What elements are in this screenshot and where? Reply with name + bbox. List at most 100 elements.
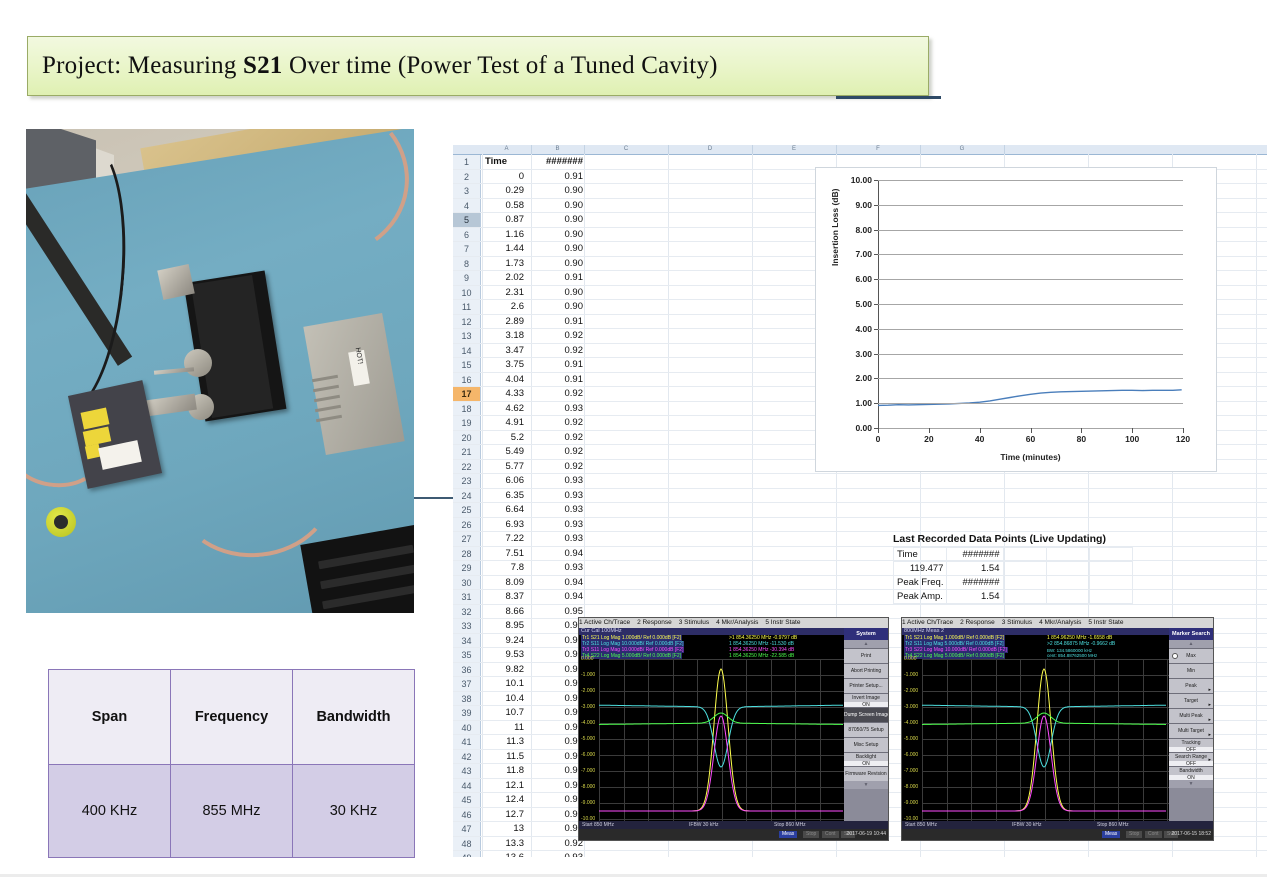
vna-left-softkey-up-arrow[interactable]: ▲ <box>844 640 888 648</box>
cell-B37[interactable]: 0.95 <box>564 678 584 689</box>
column-header-e[interactable]: E <box>752 145 837 154</box>
cell-A3[interactable]: 0.29 <box>505 185 525 196</box>
cell-B15[interactable]: 0.91 <box>564 359 584 370</box>
vna-softkey-backlight[interactable]: Backlight ON <box>844 752 888 766</box>
cell-A41[interactable]: 11.3 <box>506 736 524 747</box>
vna-softkey-firmware-revision[interactable]: Firmware Revision <box>844 766 888 781</box>
cell-B33[interactable]: 0.95 <box>564 620 584 631</box>
cell-B38[interactable]: 0.94 <box>564 692 584 704</box>
vna-menu-item-0[interactable]: 1 Active Ch/Trace <box>902 619 954 626</box>
column-header-g[interactable]: G <box>920 145 1005 154</box>
column-header-c[interactable]: C <box>584 145 669 154</box>
cell-B16[interactable]: 0.91 <box>564 373 584 385</box>
cell-B29[interactable]: 0.93 <box>564 562 584 573</box>
vna-menu-item-0[interactable]: 1 Active Ch/Trace <box>579 619 631 626</box>
cell-B6[interactable]: 0.90 <box>564 228 584 240</box>
cell-A33[interactable]: 8.95 <box>505 620 525 631</box>
cell-A21[interactable]: 5.49 <box>505 446 525 457</box>
vna-softkey-search-range[interactable]: Search Range OFF ▸ <box>1169 752 1213 766</box>
vna-softkey-dump-screen-image[interactable]: Dump Screen Image... <box>844 707 888 722</box>
cell-A25[interactable]: 6.64 <box>505 504 525 515</box>
cell-A45[interactable]: 12.4 <box>505 794 525 805</box>
cell-B48[interactable]: 0.92 <box>564 837 584 849</box>
cell-B49[interactable]: 0.93 <box>531 851 587 857</box>
cell-B9[interactable]: 0.91 <box>564 272 584 283</box>
vna-softkey-invert-image[interactable]: Invert Image ON <box>844 693 888 707</box>
vna-right-softkey-down-arrow[interactable]: ▼ <box>1169 780 1213 788</box>
cell-A1[interactable]: Time <box>485 156 508 167</box>
cell-A14[interactable]: 3.47 <box>505 344 525 356</box>
cell-A11[interactable]: 2.6 <box>510 301 524 312</box>
cell-A18[interactable]: 4.62 <box>505 402 525 414</box>
cell-A17[interactable]: 4.33 <box>505 388 525 399</box>
vna-screenshot-right[interactable]: 1 Active Ch/Trace 2 Response 3 Stimulus 4 M… <box>901 617 1214 841</box>
cell-B24[interactable]: 0.93 <box>564 489 584 501</box>
cell-B2[interactable]: 0.91 <box>564 170 584 182</box>
vna-softkey-target[interactable]: Target ▸ <box>1169 693 1213 708</box>
cell-B45[interactable]: 0.94 <box>564 794 584 805</box>
vna-softkey-tracking[interactable]: Tracking OFF <box>1169 738 1213 752</box>
vna-screenshot-left[interactable]: 1 Active Ch/Trace 2 Response 3 Stimulus 4 M… <box>578 617 889 841</box>
cell-A40[interactable]: 11 <box>514 721 524 733</box>
cell-B43[interactable]: 0.94 <box>564 765 584 776</box>
cell-B11[interactable]: 0.90 <box>564 301 584 312</box>
cell-A37[interactable]: 10.1 <box>505 678 525 689</box>
vna-right-menubar[interactable]: 1 Active Ch/Trace 2 Response 3 Stimulus 4 M… <box>902 618 1213 628</box>
cell-B13[interactable]: 0.92 <box>564 330 584 341</box>
cell-B12[interactable]: 0.91 <box>564 315 584 327</box>
cell-B20[interactable]: 0.92 <box>564 431 584 443</box>
cell-A48[interactable]: 13.3 <box>505 837 525 849</box>
vna-softkey-printer-setup[interactable]: Printer Setup... <box>844 678 888 693</box>
cell-B34[interactable]: 0.93 <box>564 634 584 646</box>
cell-B36[interactable]: 0.94 <box>564 663 584 675</box>
cell-A47[interactable]: 13 <box>513 823 524 834</box>
vna-menu-item-1[interactable]: 2 Response <box>637 619 672 626</box>
cell-A31[interactable]: 8.37 <box>505 591 525 602</box>
cell-A26[interactable]: 6.93 <box>505 518 525 530</box>
vna-right-meas-indicator[interactable]: Meas <box>1102 831 1121 838</box>
cell-A46[interactable]: 12.7 <box>505 808 525 820</box>
insertion-loss-chart[interactable]: Insertion Loss (dB) Time (minutes) 0.00 1… <box>815 167 1217 472</box>
cell-A42[interactable]: 11.5 <box>506 750 524 762</box>
cell-A30[interactable]: 8.09 <box>505 576 525 588</box>
cell-A32[interactable]: 8.66 <box>505 605 525 617</box>
cell-B4[interactable]: 0.90 <box>564 199 584 211</box>
cell-B8[interactable]: 0.90 <box>564 257 584 269</box>
cell-A7[interactable]: 1.44 <box>505 243 525 254</box>
cell-B27[interactable]: 0.93 <box>564 533 584 544</box>
vna-menu-item-2[interactable]: 3 Stimulus <box>678 619 710 626</box>
vna-left-menubar[interactable]: 1 Active Ch/Trace 2 Response 3 Stimulus 4 M… <box>579 618 888 628</box>
column-header-f[interactable]: F <box>836 145 921 154</box>
vna-menu-item-2[interactable]: 3 Stimulus <box>1001 619 1033 626</box>
vna-left-softkey-down-arrow[interactable]: ▼ <box>844 781 888 789</box>
cell-A8[interactable]: 1.73 <box>505 257 525 269</box>
cell-A43[interactable]: 11.8 <box>506 765 524 776</box>
cell-B10[interactable]: 0.90 <box>564 286 584 298</box>
vna-menu-item-4[interactable]: 5 Instr State <box>1088 619 1124 626</box>
vna-right-cont-button[interactable]: Cont <box>1145 831 1162 838</box>
cell-A27[interactable]: 7.22 <box>505 533 525 544</box>
cell-B5[interactable]: 0.90 <box>564 214 584 225</box>
vna-left-softkey-menu[interactable]: System ▲ Print Abort Printing Printer Setu… <box>844 628 888 829</box>
vna-softkey-misc-setup[interactable]: Misc Setup <box>844 737 888 752</box>
vna-right-svc-button[interactable]: Svc <box>1164 831 1179 838</box>
cell-B21[interactable]: 0.92 <box>564 446 584 457</box>
cell-A13[interactable]: 3.18 <box>505 330 525 341</box>
vna-menu-item-4[interactable]: 5 Instr State <box>765 619 801 626</box>
vna-left-softkey-list[interactable]: Print Abort Printing Printer Setup... Inver… <box>844 648 888 781</box>
cell-B14[interactable]: 0.92 <box>564 344 584 356</box>
cell-A10[interactable]: 2.31 <box>505 286 525 298</box>
cell-B1[interactable]: ####### <box>546 156 583 167</box>
column-header-d[interactable]: D <box>668 145 753 154</box>
vna-softkey-max[interactable]: Max <box>1169 648 1213 663</box>
cell-A15[interactable]: 3.75 <box>505 359 525 370</box>
cell-B35[interactable]: 0.94 <box>564 649 584 660</box>
vna-softkey-multi-target[interactable]: Multi Target ▸ <box>1169 723 1213 738</box>
vna-softkey-bandwidth[interactable]: Bandwidth ON <box>1169 766 1213 780</box>
cell-A39[interactable]: 10.7 <box>505 707 525 718</box>
cell-B25[interactable]: 0.93 <box>564 504 584 515</box>
vna-menu-item-3[interactable]: 4 Mkr/Analysis <box>1039 619 1082 626</box>
cell-A12[interactable]: 2.89 <box>505 315 525 327</box>
cell-A28[interactable]: 7.51 <box>505 547 525 559</box>
column-header-a[interactable]: A <box>482 145 532 154</box>
